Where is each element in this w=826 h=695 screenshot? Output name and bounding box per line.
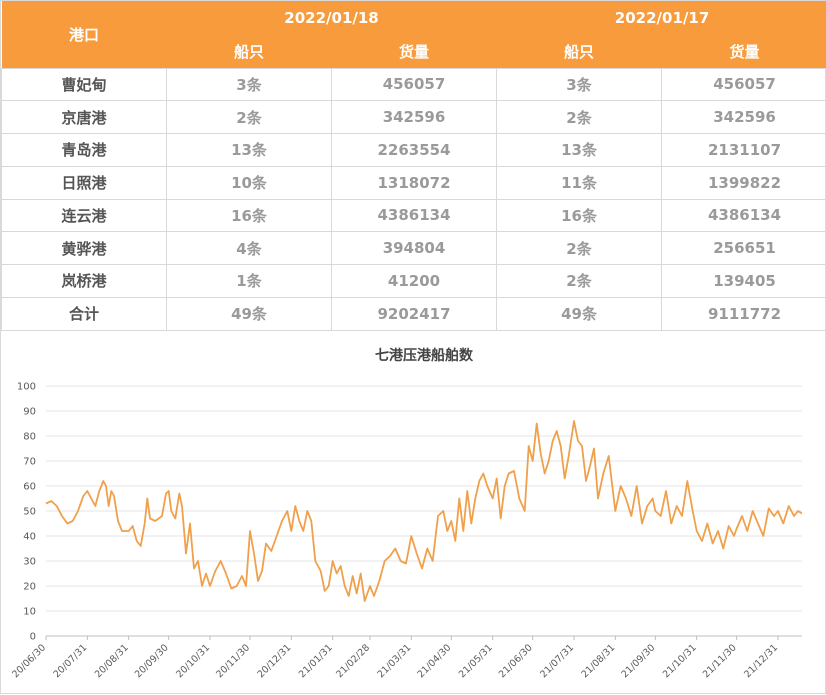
x-tick-label: 21/08/31 <box>580 642 618 680</box>
chart-title: 七港压港船舶数 <box>375 347 474 364</box>
cargo-0118-cell: 2263554 <box>332 134 497 167</box>
x-tick-label: 21/05/31 <box>457 642 495 680</box>
cargo-0117-cell: 2131107 <box>662 134 826 167</box>
x-tick-label: 21/09/30 <box>620 642 658 680</box>
ships-0117-cell: 13条 <box>497 134 662 167</box>
ships-0118-cell: 16条 <box>167 199 332 232</box>
cargo-0118-cell: 41200 <box>332 265 497 298</box>
x-tick-label: 21/11/30 <box>701 642 739 680</box>
y-tick-label: 90 <box>23 407 36 418</box>
cargo-0118-cell: 1318072 <box>332 166 497 199</box>
cargo-0117-cell: 4386134 <box>662 199 826 232</box>
cargo-0117-cell: 342596 <box>662 101 826 134</box>
ships-0118-cell: 1条 <box>167 265 332 298</box>
cargo-0118-cell: 342596 <box>332 101 497 134</box>
cargo-0117-cell: 256651 <box>662 232 826 265</box>
y-tick-label: 70 <box>23 457 36 468</box>
ships-0117-cell: 11条 <box>497 166 662 199</box>
port-name-cell: 青岛港 <box>2 134 167 167</box>
ships-0118-cell: 10条 <box>167 166 332 199</box>
x-tick-label: 20/06/30 <box>10 642 48 680</box>
port-table: 港口 2022/01/18 2022/01/17 船只 货量 船只 货量 曹妃甸… <box>1 1 826 331</box>
header-date-1: 2022/01/18 <box>167 1 497 35</box>
ships-0117-cell: 49条 <box>497 297 662 330</box>
ships-0118-cell: 2条 <box>167 101 332 134</box>
x-tick-label: 21/03/31 <box>376 642 414 680</box>
x-tick-label: 21/10/31 <box>661 642 699 680</box>
port-name-cell: 黄骅港 <box>2 232 167 265</box>
y-tick-label: 40 <box>23 532 36 543</box>
header-cargo-2: 货量 <box>662 35 826 68</box>
x-tick-label: 20/09/30 <box>133 642 171 680</box>
cargo-0117-cell: 1399822 <box>662 166 826 199</box>
ships-0118-cell: 4条 <box>167 232 332 265</box>
ships-0117-cell: 2条 <box>497 232 662 265</box>
x-tick-label: 21/07/31 <box>538 642 576 680</box>
x-tick-label: 20/07/31 <box>52 642 90 680</box>
port-name-cell: 合计 <box>2 297 167 330</box>
y-tick-label: 20 <box>23 582 36 593</box>
ships-0117-cell: 3条 <box>497 68 662 101</box>
x-tick-label: 21/04/30 <box>416 642 454 680</box>
ships-0118-cell: 49条 <box>167 297 332 330</box>
port-name-cell: 曹妃甸 <box>2 68 167 101</box>
cargo-0118-cell: 456057 <box>332 68 497 101</box>
y-tick-label: 80 <box>23 432 36 443</box>
port-name-cell: 京唐港 <box>2 101 167 134</box>
y-tick-label: 0 <box>30 632 36 643</box>
x-tick-label: 20/12/31 <box>256 642 294 680</box>
header-port: 港口 <box>2 1 167 68</box>
x-tick-label: 20/10/31 <box>174 642 212 680</box>
ships-0117-cell: 2条 <box>497 265 662 298</box>
y-tick-label: 60 <box>23 482 36 493</box>
port-name-cell: 岚桥港 <box>2 265 167 298</box>
x-tick-label: 21/12/31 <box>742 642 780 680</box>
cargo-0118-cell: 9202417 <box>332 297 497 330</box>
ships-0118-cell: 3条 <box>167 68 332 101</box>
y-tick-label: 10 <box>23 607 36 618</box>
x-tick-label: 21/01/31 <box>297 642 335 680</box>
header-ships-1: 船只 <box>167 35 332 68</box>
header-ships-2: 船只 <box>497 35 662 68</box>
y-tick-label: 50 <box>23 507 36 518</box>
header-date-2: 2022/01/17 <box>497 1 826 35</box>
x-tick-label: 21/06/30 <box>497 642 535 680</box>
port-name-cell: 日照港 <box>2 166 167 199</box>
x-tick-label: 20/11/30 <box>214 642 252 680</box>
y-tick-label: 30 <box>23 557 36 568</box>
x-tick-label: 20/08/31 <box>93 642 131 680</box>
cargo-0118-cell: 4386134 <box>332 199 497 232</box>
ships-0117-cell: 2条 <box>497 101 662 134</box>
ships-0118-cell: 13条 <box>167 134 332 167</box>
ships-0117-cell: 16条 <box>497 199 662 232</box>
cargo-0118-cell: 394804 <box>332 232 497 265</box>
x-tick-label: 21/02/28 <box>334 642 372 680</box>
cargo-0117-cell: 456057 <box>662 68 826 101</box>
port-name-cell: 连云港 <box>2 199 167 232</box>
header-cargo-1: 货量 <box>332 35 497 68</box>
cargo-0117-cell: 9111772 <box>662 297 826 330</box>
cargo-0117-cell: 139405 <box>662 265 826 298</box>
y-tick-label: 100 <box>17 382 36 393</box>
